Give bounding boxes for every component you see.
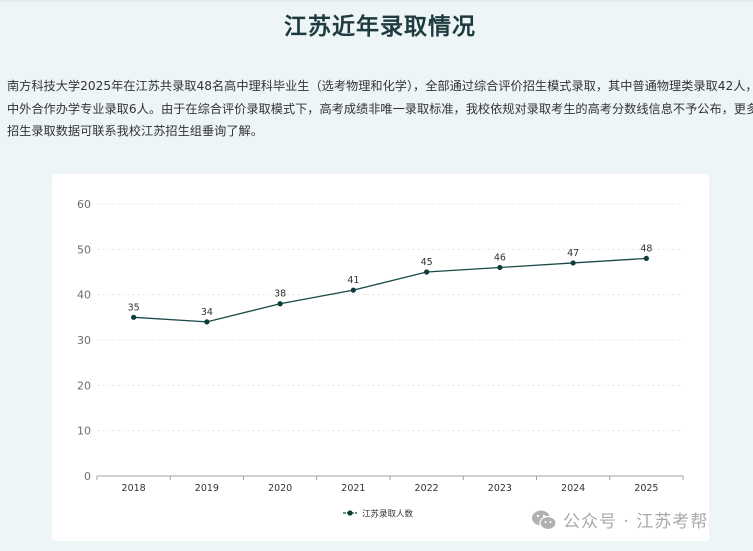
data-label: 45	[421, 257, 433, 268]
y-tick-label: 60	[77, 198, 91, 211]
x-tick-label: 2020	[268, 483, 292, 494]
chart-series: 35 34 38 41 45 46 47 48	[128, 243, 652, 325]
data-label: 46	[494, 252, 506, 263]
data-point[interactable]	[204, 319, 210, 325]
data-label: 41	[347, 275, 359, 286]
intro-paragraph: 南方科技大学2025年在江苏共录取48名高中理科毕业生（选考物理和化学），全部通…	[7, 75, 753, 143]
x-tick-label: 2022	[415, 483, 439, 494]
data-label: 38	[274, 289, 286, 300]
data-point[interactable]	[131, 314, 137, 320]
data-label: 48	[640, 243, 652, 254]
data-point[interactable]	[424, 269, 430, 275]
data-label: 34	[201, 307, 213, 318]
watermark: 公众号 · 江苏考帮	[531, 507, 708, 532]
y-tick-label: 50	[77, 243, 91, 256]
data-point[interactable]	[277, 301, 283, 307]
top-border	[0, 0, 753, 2]
data-point[interactable]	[643, 255, 649, 261]
data-point[interactable]	[570, 260, 576, 266]
paragraph-line: 南方科技大学2025年在江苏共录取48名高中理科毕业生（选考物理和化学），全部通…	[7, 79, 753, 93]
y-tick-label: 30	[77, 334, 91, 347]
x-tick-label: 2019	[195, 483, 219, 494]
x-axis: 2018 2019 2020 2021 2022 2023 2024 2025	[96, 475, 684, 494]
x-tick-label: 2023	[488, 483, 512, 494]
chart-legend[interactable]: 江苏录取人数	[343, 509, 414, 520]
paragraph-line: 中外合作办学专业录取6人。由于在综合评价录取模式下，高考成绩非唯一录取标准，我校…	[7, 101, 753, 116]
data-label: 35	[128, 302, 140, 313]
watermark-text: 公众号 · 江苏考帮	[563, 512, 709, 532]
paragraph-line: 招生录取数据可联系我校江苏招生组垂询了解。	[7, 124, 263, 138]
legend-marker-icon	[347, 510, 353, 516]
x-tick-label: 2025	[634, 483, 658, 494]
y-tick-label: 0	[84, 470, 91, 483]
page-title: 江苏近年录取情况	[284, 14, 476, 40]
x-tick-label: 2024	[561, 483, 585, 494]
legend-label[interactable]: 江苏录取人数	[362, 509, 414, 520]
y-tick-label: 10	[77, 425, 91, 438]
x-tick-label: 2021	[341, 483, 365, 494]
chart-card	[52, 174, 709, 541]
data-point[interactable]	[350, 287, 356, 293]
y-axis-labels: 0 10 20 30 40 50 60	[77, 198, 91, 483]
x-tick-label: 2018	[122, 483, 146, 494]
wechat-icon	[532, 510, 557, 530]
series-line	[133, 257, 647, 323]
y-tick-label: 20	[77, 379, 91, 392]
data-label: 47	[567, 248, 579, 259]
y-tick-label: 40	[77, 289, 91, 302]
data-point[interactable]	[497, 264, 503, 271]
chart-gridlines	[97, 203, 683, 432]
